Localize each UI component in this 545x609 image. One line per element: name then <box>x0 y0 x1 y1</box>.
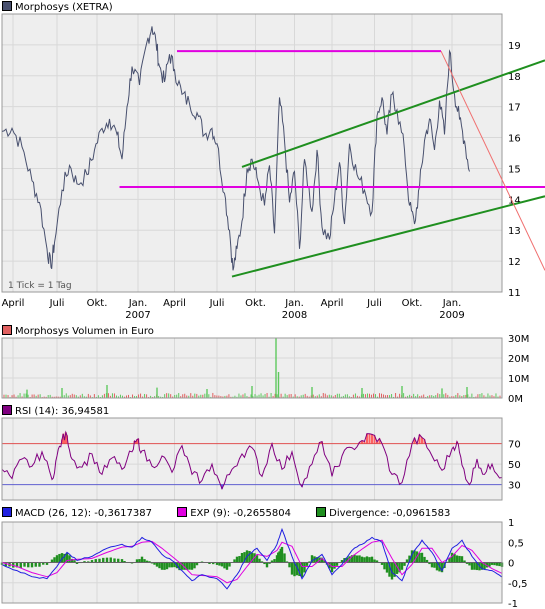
rsi-title-text: RSI (14): 36,94581 <box>15 406 110 417</box>
y-tick-label: 20M <box>508 354 529 365</box>
channel-upper-line <box>241 59 545 168</box>
x-tick-year-label: 2009 <box>439 310 464 321</box>
x-tick-year-label: 2008 <box>282 310 307 321</box>
y-tick-label: 0,5 <box>508 538 524 549</box>
rsi-legend-swatch <box>2 405 12 415</box>
divergence-legend-item: Divergence: -0,0961583 <box>316 507 450 520</box>
volume-panel: Morphosys Volumen in Euro 30M 20M 10M 0M <box>0 324 545 405</box>
plot-background <box>2 14 502 292</box>
y-tick-label: -0,5 <box>508 579 528 590</box>
tick-note: 1 Tick = 1 Tag <box>8 281 72 291</box>
y-tick-label: -1 <box>508 599 518 609</box>
x-tick-label: April <box>321 298 344 309</box>
y-tick-label: 14 <box>508 195 521 206</box>
price-panel: Morphosys (XETRA) 11 12 13 14 15 16 17 18 19 Apri… <box>1 1 545 321</box>
y-tick-label: 11 <box>508 288 521 299</box>
y-tick-label: 13 <box>508 226 521 237</box>
y-tick-label: 12 <box>508 257 521 268</box>
channel-lower-line <box>231 195 545 278</box>
divergence-legend-label: Divergence: -0,0961583 <box>329 508 451 519</box>
exp-legend-item: EXP (9): -0,2655804 <box>177 507 291 520</box>
price-series-line <box>1 26 470 271</box>
x-tick-label: Juli <box>49 298 65 309</box>
y-tick-label: 15 <box>508 164 521 175</box>
exp-signal-line <box>1 539 503 584</box>
exp-legend-label: EXP (9): -0,2655804 <box>190 508 291 519</box>
x-tick-label: Jan. <box>128 298 148 309</box>
plot-border <box>1 13 503 293</box>
macd-legend-item: MACD (26, 12): -0,3617387 <box>2 507 152 520</box>
x-tick-label: Okt. <box>87 298 108 309</box>
price-chart-title: Morphosys (XETRA) <box>2 1 113 13</box>
macd-legend: MACD (26, 12): -0,3617387 EXP (9): -0,26… <box>2 507 472 519</box>
rsi-chart: 30 50 70 <box>1 417 521 501</box>
plot-background <box>2 418 502 500</box>
y-tick-label: 19 <box>508 41 521 52</box>
y-tick-label: 1 <box>508 518 514 529</box>
plot-border <box>1 417 503 501</box>
macd-panel: MACD (26, 12): -0,3617387 EXP (9): -0,26… <box>0 504 545 609</box>
rsi-chart-title: RSI (14): 36,94581 <box>2 405 109 417</box>
macd-legend-swatch <box>2 507 12 517</box>
x-tick-label: Juli <box>366 298 382 309</box>
y-tick-label: 30M <box>508 334 529 345</box>
x-tick-label: April <box>2 298 25 309</box>
x-tick-label: Jan. <box>442 298 462 309</box>
y-tick-label: 30 <box>508 481 521 492</box>
y-tick-label: 50 <box>508 460 521 471</box>
downtrend-line <box>440 50 545 271</box>
rsi-panel: RSI (14): 36,94581 30 50 70 <box>0 404 545 504</box>
x-tick-label: Okt. <box>402 298 423 309</box>
x-tick-label: April <box>163 298 186 309</box>
volume-chart-title: Morphosys Volumen in Euro <box>2 325 154 337</box>
y-tick-label: 18 <box>508 72 521 83</box>
y-tick-label: 0M <box>508 394 523 405</box>
volume-chart: 30M 20M 10M 0M <box>1 334 529 405</box>
y-tick-label: 0 <box>508 559 514 570</box>
x-tick-label: Jan. <box>284 298 304 309</box>
macd-line <box>1 527 503 590</box>
volume-legend-swatch <box>2 325 12 335</box>
plot-border <box>1 337 503 399</box>
volume-title-text: Morphosys Volumen in Euro <box>15 326 154 337</box>
macd-chart: 1 0,5 0 -0,5 -1 <box>0 518 528 609</box>
price-title-text: Morphosys (XETRA) <box>15 2 113 13</box>
rsi-series-line <box>1 430 503 490</box>
y-tick-label: 10M <box>508 374 529 385</box>
y-tick-label: 17 <box>508 103 521 114</box>
plot-border <box>1 521 503 604</box>
x-tick-year-label: 2007 <box>125 310 150 321</box>
x-tick-label: Juli <box>209 298 225 309</box>
price-legend-swatch <box>2 1 12 11</box>
exp-legend-swatch <box>177 507 188 517</box>
macd-legend-label: MACD (26, 12): -0,3617387 <box>15 508 152 519</box>
divergence-legend-swatch <box>316 507 327 517</box>
y-tick-label: 70 <box>508 440 521 451</box>
x-tick-label: Okt. <box>245 298 266 309</box>
y-tick-label: 16 <box>508 134 521 145</box>
